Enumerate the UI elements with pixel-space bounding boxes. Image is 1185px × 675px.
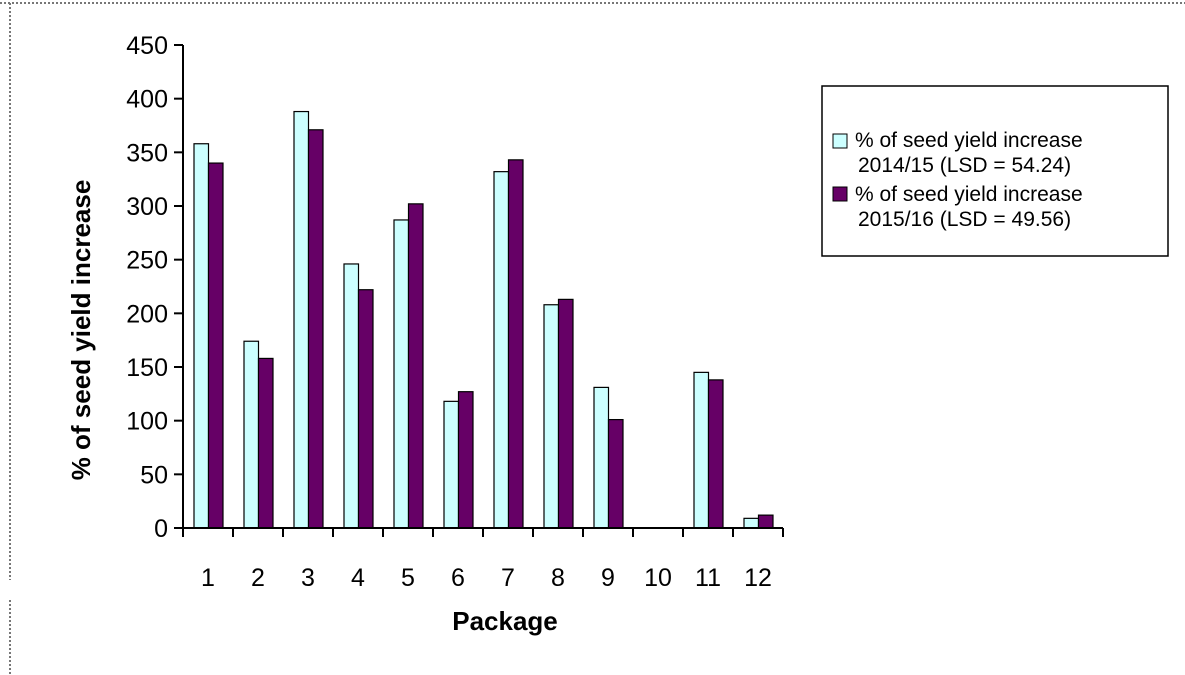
bar-2014-15-package-9	[593, 386, 610, 529]
bar-2015-16-package-6	[457, 391, 474, 529]
legend: % of seed yield increase 2014/15 (LSD = …	[821, 85, 1169, 257]
legend-label-2014-15-line2: 2014/15 (LSD = 54.24)	[858, 154, 1071, 177]
y-tick-label: 150	[126, 354, 168, 382]
y-axis-title: % of seed yield increase	[66, 180, 96, 481]
x-tick-label: 5	[401, 564, 415, 592]
y-tick-label: 300	[126, 193, 168, 221]
legend-label-2015-16-line2: 2015/16 (LSD = 49.56)	[858, 208, 1071, 231]
y-tick-label: 0	[154, 515, 168, 543]
y-tick-label: 450	[126, 32, 168, 60]
legend-swatch-2015-16	[832, 186, 848, 202]
bar-2015-16-package-2	[257, 357, 274, 529]
x-tick-label: 9	[601, 564, 615, 592]
bar-2015-16-package-5	[407, 203, 424, 529]
bar-2015-16-package-12	[757, 514, 774, 529]
x-tick-label: 8	[551, 564, 565, 592]
x-tick-label: 4	[351, 564, 365, 592]
bar-2015-16-package-8	[557, 298, 574, 529]
legend-swatch-2014-15	[832, 133, 848, 149]
y-tick-label: 350	[126, 139, 168, 167]
x-tick-label: 7	[501, 564, 515, 592]
y-tick-label: 250	[126, 247, 168, 275]
bar-2015-16-package-11	[707, 379, 724, 529]
bar-2014-15-package-11	[693, 371, 710, 529]
bar-2015-16-package-9	[607, 418, 624, 529]
y-tick-label: 100	[126, 408, 168, 436]
bar-2015-16-package-7	[507, 159, 524, 529]
bar-2014-15-package-1	[193, 143, 210, 529]
x-axis-ticks: 1 2 3 4 5 6 7 8 9 10 11 12	[182, 528, 784, 592]
legend-label-2014-15-line1: % of seed yield increase	[855, 129, 1083, 152]
bar-2014-15-package-3	[293, 110, 310, 529]
bar-2014-15-package-6	[443, 400, 460, 529]
x-tick-label: 6	[451, 564, 465, 592]
x-tick-label: 1	[201, 564, 215, 592]
x-axis-title: Package	[452, 606, 558, 636]
bar-2014-15-package-7	[493, 171, 510, 529]
x-tick-label: 12	[744, 564, 772, 592]
bar-2015-16-package-4	[357, 289, 374, 529]
bars	[193, 110, 774, 529]
y-tick-label: 50	[140, 461, 168, 489]
bar-2015-16-package-1	[207, 162, 224, 529]
bar-2014-15-package-12	[743, 517, 760, 529]
bar-2015-16-package-3	[307, 129, 324, 529]
y-tick-label: 400	[126, 86, 168, 114]
x-tick-label: 3	[301, 564, 315, 592]
x-tick-label: 10	[644, 564, 672, 592]
legend-box	[821, 85, 1169, 257]
y-tick-label: 200	[126, 300, 168, 328]
bar-2014-15-package-8	[543, 304, 560, 529]
bar-2014-15-package-5	[393, 219, 410, 529]
bar-2014-15-package-4	[343, 263, 360, 529]
bar-2014-15-package-2	[243, 340, 260, 529]
x-tick-label: 2	[251, 564, 265, 592]
x-tick-label: 11	[695, 564, 721, 592]
legend-label-2015-16-line1: % of seed yield increase	[855, 183, 1083, 206]
y-axis-ticks: 0 50 100 150 200 250 300 350 400 450	[126, 32, 183, 543]
